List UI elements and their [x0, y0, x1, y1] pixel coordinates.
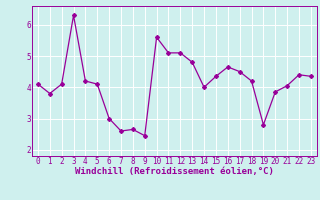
X-axis label: Windchill (Refroidissement éolien,°C): Windchill (Refroidissement éolien,°C): [75, 167, 274, 176]
